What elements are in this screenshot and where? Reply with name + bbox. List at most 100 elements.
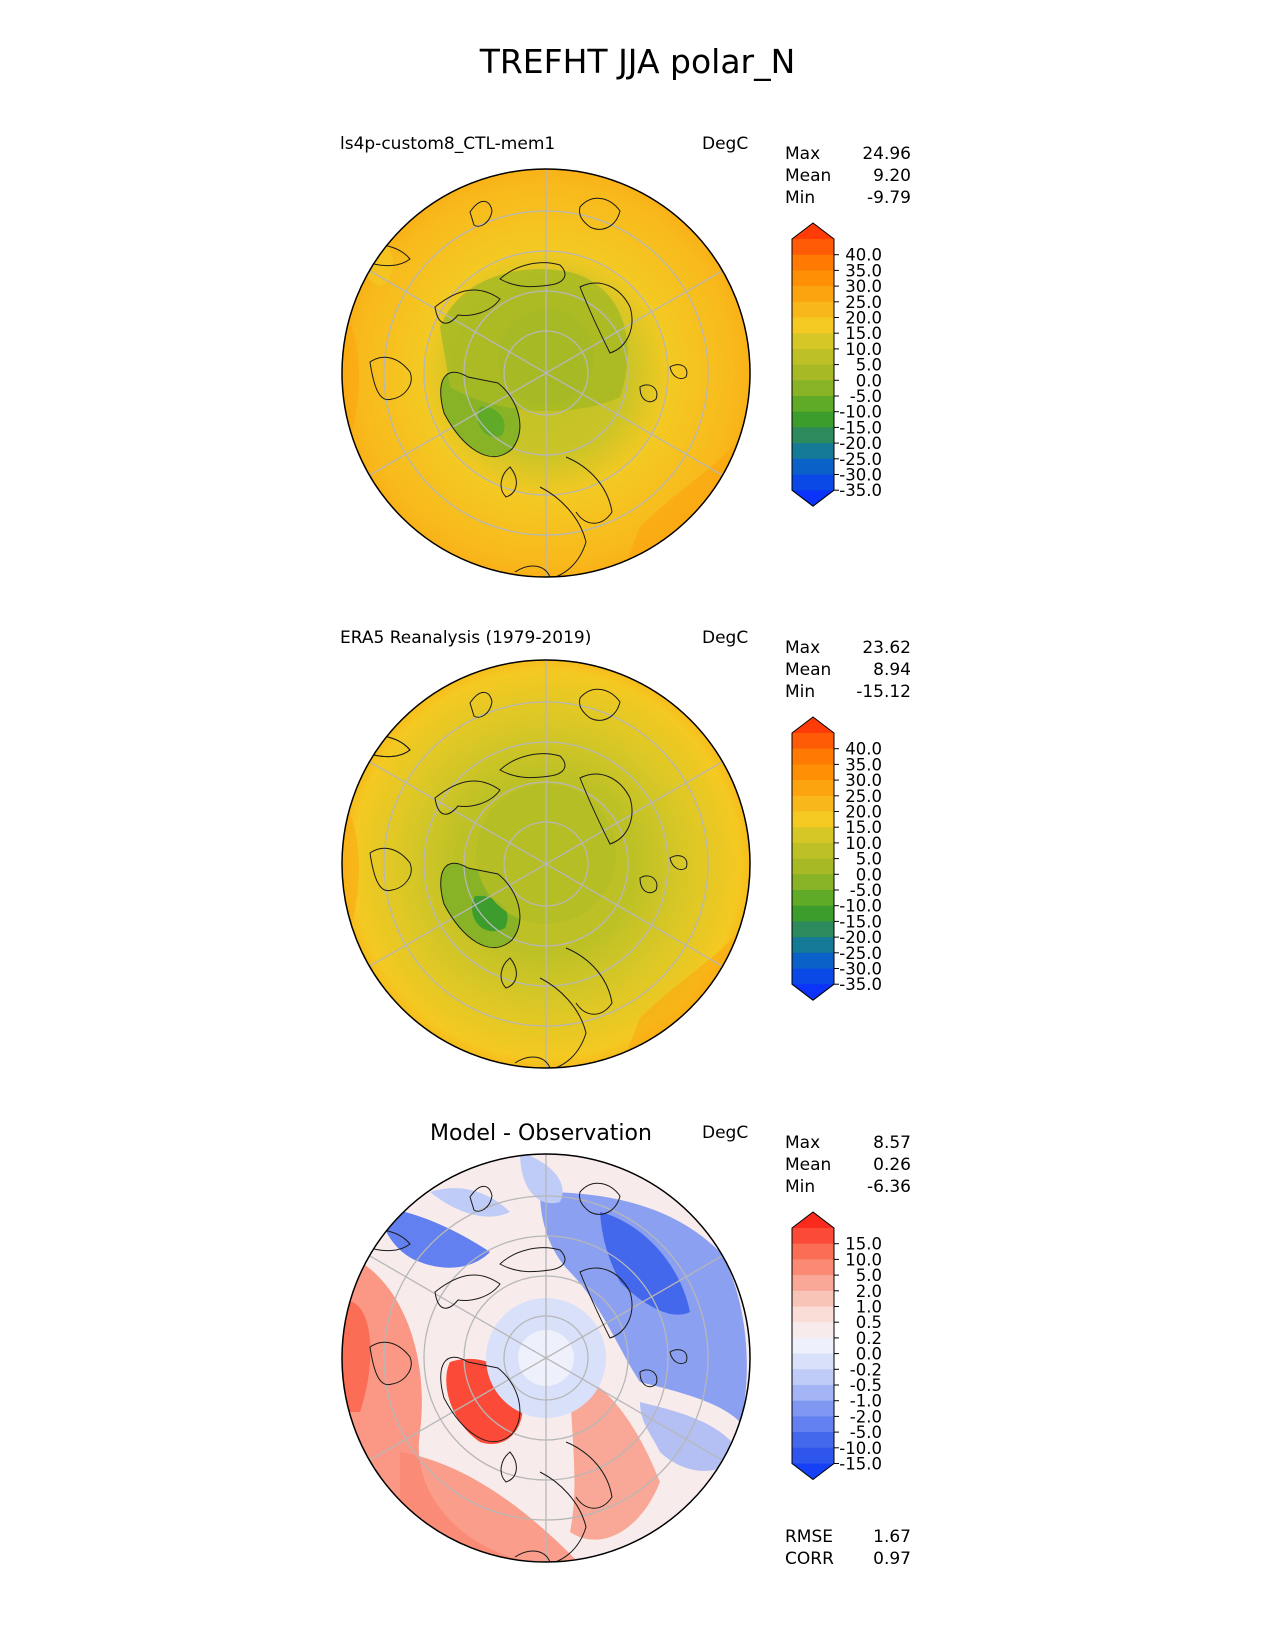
colorbar-segment [792,333,834,350]
stat-min: Min -15.12 [785,682,911,702]
colorbar-segment [792,1337,834,1355]
colorbar-tick-label: 25.0 [845,787,882,806]
panel-3-extra-stats: RMSE 1.67 CORR 0.97 [785,1526,911,1570]
colorbar-segment [792,780,834,797]
stat-max: Max 8.57 [785,1133,911,1153]
colorbar-segment [792,1385,834,1402]
colorbar-tick-label: -5.0 [850,881,882,900]
colorbar-tick-label: -15.0 [839,1455,882,1474]
colorbar-tick-label: 0.0 [856,865,882,884]
colorbar-segment [792,890,834,907]
colorbar-extend-min [792,1463,834,1480]
stat-mean: Mean 0.26 [785,1155,911,1175]
colorbar-tick-label: 0.0 [856,1345,882,1364]
colorbar-segment [792,427,834,444]
stat-mean: Mean 9.20 [785,166,911,186]
panel-2-colorbar: 40.035.030.025.020.015.010.05.00.0-5.0-1… [791,716,882,1001]
stat-max: Max 23.62 [785,638,911,658]
colorbar-tick-label: 2.0 [856,1282,882,1301]
colorbar-segment [792,1322,834,1339]
colorbar-tick-label: 15.0 [845,324,882,343]
colorbar-segment [792,474,834,491]
panel-3-map [341,1153,751,1563]
colorbar-tick-label: 15.0 [845,1235,882,1254]
colorbar-segment [792,380,834,397]
colorbar-segment [792,239,834,256]
colorbar-tick-label: 25.0 [845,293,882,312]
colorbar-segment [792,764,834,781]
colorbar-tick-label: -2.0 [850,1407,882,1426]
colorbar-tick-label: -5.0 [850,1423,882,1442]
colorbar-tick-label: -10.0 [839,1439,882,1458]
panel-1-stats: Max 24.96 Mean 9.20 Min -9.79 [785,143,911,209]
panel-2-title: ERA5 Reanalysis (1979-2019) [340,628,592,648]
colorbar-segment [792,1416,834,1433]
stat-min: Min -9.79 [785,188,911,208]
colorbar-tick-label: 20.0 [845,309,882,328]
colorbar-tick-label: 0.2 [856,1329,882,1348]
colorbar-tick-label: 30.0 [845,771,882,790]
colorbar-extend-max [792,717,834,733]
colorbar-segment [792,458,834,476]
colorbar-segment [792,733,834,750]
panel-2-map [341,659,751,1069]
panel-3-title: Model - Observation [430,1121,652,1146]
colorbar-extend-max [792,223,834,239]
colorbar-segment [792,1290,834,1308]
colorbar-segment [792,874,834,891]
panel-3-units: DegC [702,1123,749,1143]
figure-title: TREFHT JJA polar_N [479,42,796,81]
colorbar-segment [792,1243,834,1260]
colorbar-tick-label: 40.0 [845,740,882,759]
colorbar-tick-label: -10.0 [839,403,882,422]
colorbar-segment [792,317,834,334]
colorbar-tick-label: 10.0 [845,1250,882,1269]
colorbar-tick-label: 35.0 [845,261,882,280]
colorbar-tick-label: -10.0 [839,897,882,916]
panel-3-colorbar: 15.010.05.02.01.00.50.20.0-0.2-0.5-1.0-2… [791,1211,882,1481]
colorbar-segment [792,1369,834,1386]
colorbar-tick-label: -35.0 [839,481,882,500]
colorbar-segment [792,1432,834,1449]
colorbar-segment [792,286,834,303]
colorbar-segment [792,842,834,860]
colorbar-extend-max [792,1212,834,1228]
colorbar-segment [792,811,834,828]
panel-1-units: DegC [702,134,749,154]
colorbar-segment [792,1400,834,1417]
panel-2-units: DegC [702,628,749,648]
colorbar-segment [792,952,834,970]
colorbar-segment [792,301,834,319]
colorbar-tick-label: -15.0 [839,912,882,931]
colorbar-tick-label: 0.5 [856,1313,882,1332]
colorbar-segment [792,1228,834,1245]
colorbar-segment [792,1259,834,1276]
colorbar-tick-label: -20.0 [839,434,882,453]
colorbar-tick-label: -0.2 [850,1360,882,1379]
colorbar-tick-label: 20.0 [845,803,882,822]
colorbar-tick-label: -35.0 [839,975,882,994]
colorbar-segment [792,795,834,813]
colorbar-extend-min [792,490,834,507]
stat-min: Min -6.36 [785,1177,911,1197]
panel-1-title: ls4p-custom8_CTL-mem1 [340,134,556,154]
colorbar-tick-label: 1.0 [856,1298,882,1317]
colorbar-segment [792,1275,834,1292]
colorbar-segment [792,968,834,985]
colorbar-segment [792,921,834,938]
colorbar-segment [792,396,834,413]
colorbar-tick-label: 5.0 [856,1266,882,1285]
colorbar-tick-label: -25.0 [839,944,882,963]
colorbar-segment [792,364,834,381]
colorbar-extend-min [792,984,834,1001]
colorbar-segment [792,254,834,271]
colorbar-segment [792,937,834,954]
colorbar-segment [792,443,834,460]
colorbar-segment [792,1447,834,1465]
colorbar-tick-label: 15.0 [845,818,882,837]
colorbar-tick-label: 35.0 [845,755,882,774]
stat-rmse: RMSE 1.67 [785,1527,911,1547]
colorbar-segment [792,411,834,428]
colorbar-tick-label: 30.0 [845,277,882,296]
colorbar-tick-label: -5.0 [850,387,882,406]
